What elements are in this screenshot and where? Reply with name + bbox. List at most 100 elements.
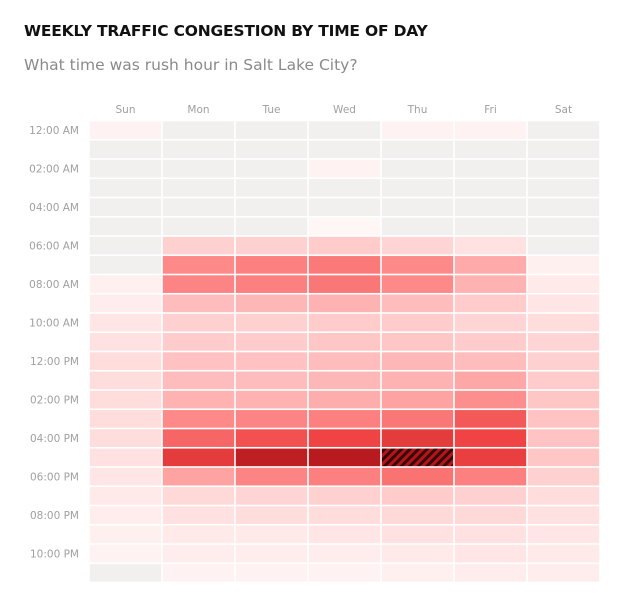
heatmap-cell[interactable] [308, 121, 381, 139]
heatmap-cell[interactable] [527, 236, 600, 255]
heatmap-cell[interactable] [308, 467, 381, 486]
heatmap-cell[interactable] [381, 236, 454, 255]
heatmap-cell[interactable] [454, 564, 527, 582]
heatmap-cell[interactable] [89, 371, 162, 390]
heatmap-cell[interactable] [235, 410, 308, 428]
heatmap-cell[interactable] [162, 198, 235, 216]
heatmap-cell[interactable] [162, 352, 235, 370]
heatmap-cell[interactable] [308, 448, 381, 467]
heatmap-cell[interactable] [454, 467, 527, 486]
heatmap-cell[interactable] [89, 429, 162, 447]
heatmap-cell[interactable] [89, 544, 162, 563]
heatmap-cell[interactable] [89, 256, 162, 274]
heatmap-cell[interactable] [454, 159, 527, 178]
heatmap-cell[interactable] [89, 506, 162, 524]
heatmap-cell[interactable] [381, 294, 454, 313]
heatmap-cell[interactable] [235, 217, 308, 236]
heatmap-cell[interactable] [381, 506, 454, 524]
heatmap-cell[interactable] [89, 140, 162, 159]
heatmap-cell[interactable] [381, 198, 454, 216]
heatmap-cell[interactable] [235, 487, 308, 505]
heatmap-cell[interactable] [235, 179, 308, 197]
heatmap-cell-peak[interactable] [381, 448, 454, 467]
heatmap-cell[interactable] [235, 236, 308, 255]
heatmap-cell[interactable] [162, 217, 235, 236]
heatmap-cell[interactable] [308, 390, 381, 409]
heatmap-cell[interactable] [235, 564, 308, 582]
heatmap-cell[interactable] [89, 313, 162, 332]
heatmap-cell[interactable] [527, 506, 600, 524]
heatmap-cell[interactable] [454, 179, 527, 197]
heatmap-cell[interactable] [381, 525, 454, 544]
heatmap-cell[interactable] [454, 140, 527, 159]
heatmap-cell[interactable] [381, 159, 454, 178]
heatmap-cell[interactable] [454, 313, 527, 332]
heatmap-cell[interactable] [527, 448, 600, 467]
heatmap-cell[interactable] [454, 236, 527, 255]
heatmap-cell[interactable] [527, 217, 600, 236]
heatmap-cell[interactable] [527, 544, 600, 563]
heatmap-cell[interactable] [527, 487, 600, 505]
heatmap-cell[interactable] [454, 429, 527, 447]
heatmap-cell[interactable] [89, 390, 162, 409]
heatmap-cell[interactable] [308, 313, 381, 332]
heatmap-cell[interactable] [162, 371, 235, 390]
heatmap-cell[interactable] [308, 371, 381, 390]
heatmap-cell[interactable] [527, 371, 600, 390]
heatmap-cell[interactable] [235, 429, 308, 447]
heatmap-cell[interactable] [381, 467, 454, 486]
heatmap-cell[interactable] [381, 313, 454, 332]
heatmap-cell[interactable] [454, 333, 527, 351]
heatmap-cell[interactable] [89, 487, 162, 505]
heatmap-cell[interactable] [162, 544, 235, 563]
heatmap-cell[interactable] [162, 294, 235, 313]
heatmap-cell[interactable] [89, 121, 162, 139]
heatmap-cell[interactable] [235, 371, 308, 390]
heatmap-cell[interactable] [235, 390, 308, 409]
heatmap-cell[interactable] [308, 525, 381, 544]
heatmap-cell[interactable] [162, 506, 235, 524]
heatmap-cell[interactable] [454, 506, 527, 524]
heatmap-cell[interactable] [162, 275, 235, 293]
heatmap-cell[interactable] [454, 525, 527, 544]
heatmap-cell[interactable] [527, 390, 600, 409]
heatmap-cell[interactable] [308, 159, 381, 178]
heatmap-cell[interactable] [381, 564, 454, 582]
heatmap-cell[interactable] [162, 448, 235, 467]
heatmap-cell[interactable] [308, 352, 381, 370]
heatmap-cell[interactable] [381, 371, 454, 390]
heatmap-cell[interactable] [89, 275, 162, 293]
heatmap-cell[interactable] [381, 256, 454, 274]
heatmap-cell[interactable] [235, 525, 308, 544]
heatmap-cell[interactable] [454, 217, 527, 236]
heatmap-cell[interactable] [89, 410, 162, 428]
heatmap-cell[interactable] [527, 275, 600, 293]
heatmap-cell[interactable] [162, 236, 235, 255]
heatmap-cell[interactable] [235, 313, 308, 332]
heatmap-cell[interactable] [162, 390, 235, 409]
heatmap-cell[interactable] [162, 467, 235, 486]
heatmap-cell[interactable] [308, 487, 381, 505]
heatmap-cell[interactable] [235, 352, 308, 370]
heatmap-cell[interactable] [381, 217, 454, 236]
heatmap-cell[interactable] [527, 352, 600, 370]
heatmap-cell[interactable] [454, 487, 527, 505]
heatmap-cell[interactable] [381, 121, 454, 139]
heatmap-cell[interactable] [162, 256, 235, 274]
heatmap-cell[interactable] [89, 198, 162, 216]
heatmap-cell[interactable] [381, 333, 454, 351]
heatmap-cell[interactable] [89, 564, 162, 582]
heatmap-cell[interactable] [308, 410, 381, 428]
heatmap-cell[interactable] [162, 121, 235, 139]
heatmap-cell[interactable] [454, 256, 527, 274]
heatmap-cell[interactable] [235, 198, 308, 216]
heatmap-cell[interactable] [381, 140, 454, 159]
heatmap-cell[interactable] [235, 121, 308, 139]
heatmap-cell[interactable] [162, 410, 235, 428]
heatmap-cell[interactable] [381, 275, 454, 293]
heatmap-cell[interactable] [527, 467, 600, 486]
heatmap-cell[interactable] [527, 140, 600, 159]
heatmap-cell[interactable] [454, 294, 527, 313]
heatmap-cell[interactable] [162, 429, 235, 447]
heatmap-cell[interactable] [162, 313, 235, 332]
